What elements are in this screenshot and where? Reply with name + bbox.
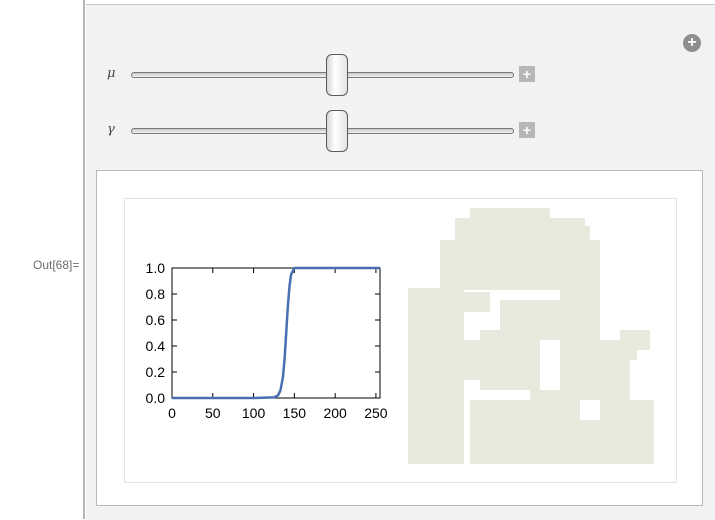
image-region (600, 400, 654, 464)
image-region (460, 292, 490, 312)
plus-circle-icon[interactable]: + (683, 34, 701, 52)
cell-bracket[interactable] (83, 0, 85, 519)
x-tick-label: 100 (242, 405, 266, 421)
image-region (620, 330, 650, 350)
output-cell-label: Out[68]= (33, 258, 80, 272)
series-line (172, 266, 380, 400)
image-region (470, 400, 530, 464)
image-region (530, 390, 580, 420)
y-tick-label: 0.0 (146, 390, 166, 406)
image-region (625, 350, 637, 360)
x-tick-label: 50 (205, 405, 221, 421)
image-region (412, 395, 452, 464)
y-tick-label: 0.2 (146, 364, 166, 380)
y-tick-label: 0.8 (146, 286, 166, 302)
image-region (560, 226, 590, 266)
y-tick-label: 1.0 (146, 260, 166, 276)
y-tick-label: 0.4 (146, 338, 166, 354)
gamma-slider-track[interactable] (131, 128, 514, 134)
gamma-slider-label: γ (107, 122, 115, 137)
x-tick-label: 250 (364, 405, 388, 421)
gamma-slider-thumb[interactable] (326, 110, 348, 152)
mu-slider-thumb[interactable] (326, 54, 348, 96)
x-tick-label: 0 (168, 405, 176, 421)
mu-slider-track[interactable] (131, 72, 514, 78)
x-tick-label: 200 (323, 405, 347, 421)
plus-square-icon[interactable]: + (519, 122, 535, 138)
plus-square-icon[interactable]: + (519, 66, 535, 82)
image-region (440, 340, 480, 380)
x-tick-label: 150 (283, 405, 307, 421)
plot-frame (171, 267, 381, 399)
image-region (470, 208, 550, 228)
image-region (560, 290, 600, 340)
mu-slider-label: μ (107, 66, 116, 81)
image-region (480, 330, 540, 390)
processed-image (408, 208, 654, 464)
y-tick-label: 0.6 (146, 312, 166, 328)
